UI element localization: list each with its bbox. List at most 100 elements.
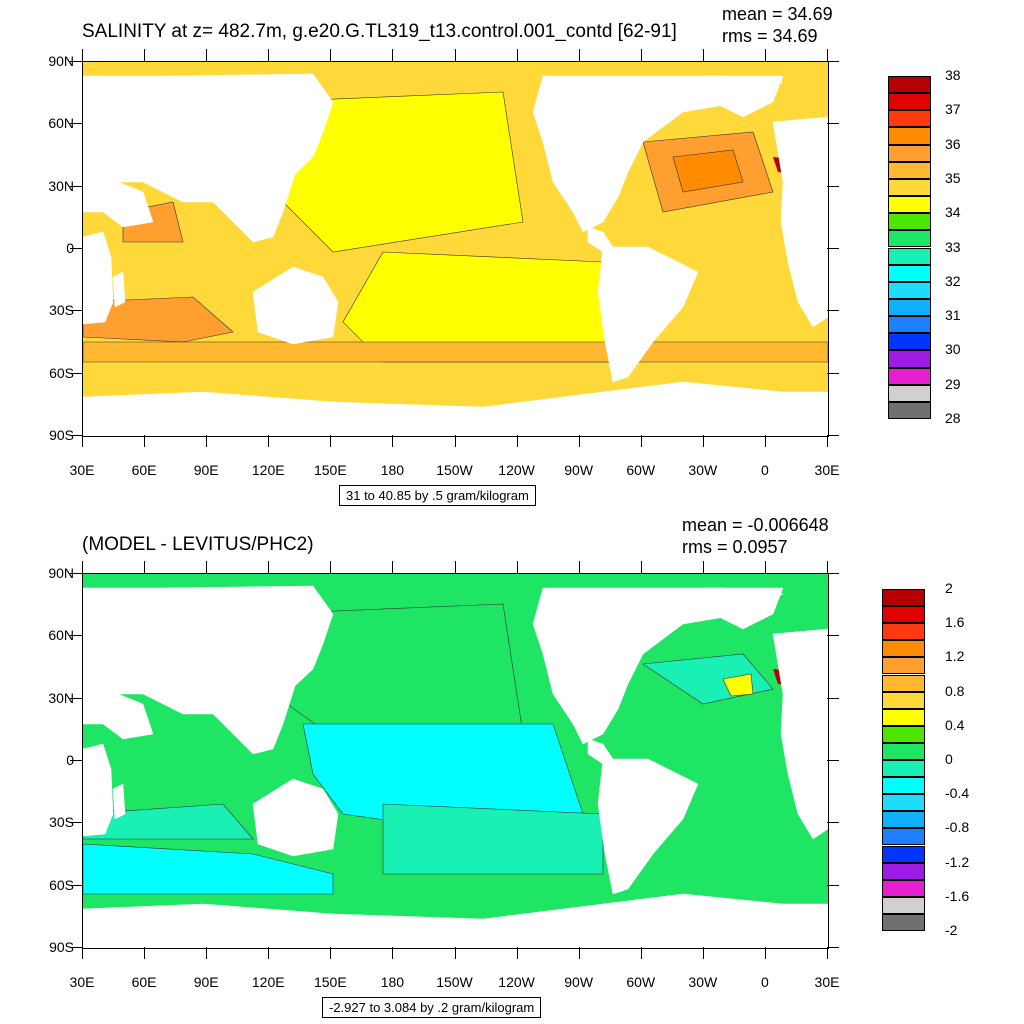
colorbar-box (882, 794, 925, 812)
axis-tick (70, 185, 82, 187)
axis-tick (827, 947, 839, 948)
axis-tick (516, 561, 518, 573)
lat-label: 90S (49, 427, 74, 443)
colorbar-box (882, 606, 925, 624)
axis-tick (702, 49, 704, 61)
colorbar-label: 28 (945, 410, 961, 426)
panel-1-rms: rms = 34.69 (722, 26, 818, 46)
axis-tick (764, 947, 766, 959)
axis-tick (82, 49, 83, 61)
axis-tick (827, 884, 839, 886)
axis-tick (827, 947, 828, 959)
colorbar-box (882, 913, 925, 931)
axis-tick (268, 49, 270, 61)
lon-label: 180 (380, 462, 405, 478)
land-mass-6 (702, 75, 784, 118)
land-mass-11 (83, 893, 828, 948)
axis-tick (640, 561, 642, 573)
axis-tick (70, 947, 82, 948)
axis-tick (516, 49, 518, 61)
land-mass-0 (83, 73, 334, 243)
colorbar-box (882, 742, 925, 760)
colorbar-box (882, 657, 925, 675)
colorbar-label: 37 (945, 101, 961, 118)
colorbar-box (882, 811, 925, 829)
colorbar-label: 34 (945, 204, 961, 221)
axis-tick (454, 49, 456, 61)
axis-tick (827, 435, 828, 447)
colorbar-label: -0.4 (945, 785, 970, 802)
lat-label: 30N (48, 177, 74, 194)
lat-label: 90N (48, 53, 74, 69)
colorbar-box (882, 896, 925, 914)
axis-tick (827, 635, 839, 637)
axis-tick (516, 435, 518, 447)
lon-label: 150W (436, 462, 473, 478)
colorbar-label: 1.2 (945, 648, 965, 665)
axis-tick (827, 697, 839, 699)
lon-label: 90W (564, 462, 594, 478)
colorbar-box (882, 862, 925, 880)
ocean-region-6 (83, 341, 828, 363)
colorbar-box (888, 196, 931, 214)
colorbar-box (888, 247, 931, 265)
lon-label: 60W (626, 974, 656, 990)
ocean-region-4 (83, 296, 234, 343)
axis-tick (206, 49, 208, 61)
colorbar-box (882, 828, 925, 846)
lon-label: 60E (131, 974, 157, 990)
axis-tick (82, 561, 83, 573)
axis-tick (827, 185, 839, 187)
axis-tick (827, 61, 839, 62)
axis-tick (764, 435, 766, 447)
colorbar-box (888, 298, 931, 317)
land-mass-2 (83, 231, 114, 325)
axis-tick (827, 561, 828, 573)
axis-tick (70, 435, 82, 436)
axis-tick (578, 435, 580, 447)
colorbar-box (888, 230, 931, 248)
colorbar-box (882, 589, 925, 607)
axis-tick (764, 49, 766, 61)
land-mass-2 (83, 743, 114, 837)
land-mass-6 (702, 587, 784, 630)
axis-tick (144, 435, 146, 447)
colorbar-label: 1.6 (945, 614, 965, 631)
land-mass-1 (83, 683, 154, 740)
axis-tick (578, 49, 580, 61)
axis-tick (516, 947, 518, 959)
colorbar-label: 33 (945, 238, 961, 255)
colorbar-box (882, 708, 925, 726)
ocean-region-3 (672, 149, 744, 193)
lat-label: 30N (48, 689, 74, 706)
axis-tick (392, 947, 394, 959)
axis-tick (144, 561, 146, 573)
colorbar-box (882, 725, 925, 743)
axis-tick (330, 947, 332, 959)
colorbar-box (882, 879, 925, 897)
axis-tick (70, 697, 82, 699)
axis-tick (640, 49, 642, 61)
colorbar-box (888, 76, 931, 94)
land-mass-3 (112, 271, 126, 308)
colorbar-label: 36 (945, 135, 961, 152)
axis-tick (268, 561, 270, 573)
axis-tick (702, 947, 704, 959)
axis-tick (578, 561, 580, 573)
lon-label: 0 (761, 462, 769, 478)
lon-label: 90E (193, 974, 219, 990)
colorbar-label: -1.2 (945, 853, 970, 870)
axis-tick (330, 49, 332, 61)
panel-1-title: SALINITY at z= 482.7m, g.e20.G.TL319_t13… (82, 21, 677, 42)
colorbar-label: 2 (945, 580, 953, 596)
colorbar-label: 29 (945, 375, 961, 392)
colorbar-box (888, 384, 931, 402)
axis-tick (70, 822, 82, 824)
axis-tick (454, 561, 456, 573)
lon-label: 120E (251, 974, 285, 990)
colorbar-box (888, 127, 931, 145)
lon-label: 90E (193, 462, 219, 478)
panel-2-map-field (83, 574, 828, 948)
colorbar-box (882, 691, 925, 709)
axis-tick (82, 947, 83, 959)
